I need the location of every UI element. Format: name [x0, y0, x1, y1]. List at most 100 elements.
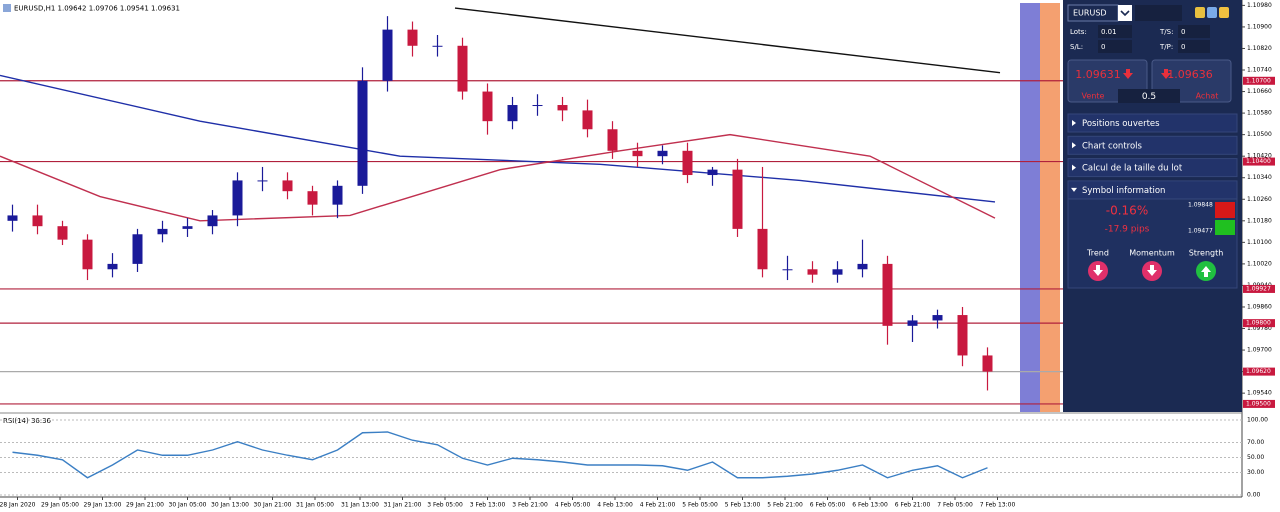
up-arrow [1201, 266, 1211, 277]
x-tick-label: 3 Feb 05:00 [427, 502, 463, 509]
daily-change: -0.16% [1106, 204, 1148, 218]
candle-body [632, 150, 643, 157]
candle-body [557, 105, 568, 111]
x-tick-label: 30 Jan 21:00 [254, 502, 292, 509]
daily-pips: -17.9 pips [1105, 225, 1150, 235]
y-tick-label: 1.09780 [1247, 325, 1272, 332]
x-tick-label: 5 Feb 21:00 [767, 502, 803, 509]
x-tick-label: 3 Feb 13:00 [470, 502, 506, 509]
indicator-label: Momentum [1129, 249, 1175, 258]
zone-band [1040, 3, 1060, 412]
x-tick-label: 3 Feb 21:00 [512, 502, 548, 509]
candle-body [657, 150, 668, 157]
x-tick-label: 5 Feb 13:00 [725, 502, 761, 509]
candle-body [57, 226, 68, 240]
symbol-dropdown[interactable] [1118, 5, 1132, 21]
section-header[interactable] [1067, 135, 1238, 155]
x-tick-label: 7 Feb 05:00 [937, 502, 973, 509]
y-tick-label: 1.09700 [1247, 347, 1272, 354]
x-tick-label: 30 Jan 13:00 [211, 502, 249, 509]
symbol-input[interactable] [1135, 5, 1182, 21]
lots-input[interactable] [1098, 25, 1132, 38]
sl-input[interactable] [1098, 40, 1132, 53]
candle-body [732, 169, 743, 229]
candle-body [232, 180, 243, 216]
section-caret [1072, 120, 1076, 126]
candle-body [457, 45, 468, 92]
candle-body [32, 215, 43, 227]
section-title: Symbol information [1082, 186, 1165, 196]
x-tick-label: 30 Jan 05:00 [169, 502, 207, 509]
x-tick-label: 28 Jan 2020 [0, 502, 36, 509]
candle-body [782, 269, 793, 271]
candle-body [482, 91, 493, 122]
icon-button[interactable] [1195, 7, 1205, 18]
x-tick-label: 29 Jan 21:00 [126, 502, 164, 509]
level-label-box [1243, 76, 1275, 85]
level-label-box [1243, 367, 1275, 376]
y-tick-label: 1.10180 [1247, 217, 1272, 224]
candle-body [932, 315, 943, 321]
sl-value: 0 [1101, 43, 1105, 51]
buy-arrow [1161, 69, 1171, 79]
down-arrow [1147, 265, 1157, 276]
icon-button[interactable] [1219, 7, 1229, 18]
y-tick-label: 1.10740 [1247, 67, 1272, 74]
symbol: EURUSD [1073, 9, 1107, 18]
section-header[interactable] [1067, 158, 1238, 178]
level-label: 1.10400 [1246, 158, 1271, 165]
candle-body [157, 228, 168, 235]
candle-body [532, 105, 543, 107]
candle-body [382, 29, 393, 81]
icon-button[interactable] [1207, 7, 1217, 18]
y-tick-label: 1.10020 [1247, 260, 1272, 267]
day-high: 1.09848 [1188, 202, 1213, 209]
sell-arrow [1123, 69, 1133, 79]
x-tick-label: 7 Feb 13:00 [980, 502, 1016, 509]
indicator-line [0, 133, 996, 222]
tp-input[interactable] [1178, 40, 1210, 53]
lots-value: 0.01 [1101, 28, 1117, 36]
y-tick-label: 1.10660 [1247, 88, 1272, 95]
section-title: Calcul de la taille du lot [1082, 164, 1183, 174]
x-tick-label: 6 Feb 21:00 [895, 502, 931, 509]
sell-price: 1.09631 [1075, 68, 1121, 81]
level-label-box [1243, 284, 1275, 293]
y-tick-label: 1.10100 [1247, 239, 1272, 246]
candle-body [307, 191, 318, 205]
x-tick-label: 31 Jan 21:00 [384, 502, 422, 509]
candle-body [182, 226, 193, 229]
x-tick-label: 6 Feb 05:00 [810, 502, 846, 509]
candle-body [82, 239, 93, 270]
x-tick-label: 4 Feb 13:00 [597, 502, 633, 509]
y-tick-label: 50.00 [1247, 454, 1264, 461]
y-tick-label: 1.10500 [1247, 131, 1272, 138]
candle-body [682, 150, 693, 176]
candle-body [332, 185, 343, 205]
section-header[interactable] [1067, 113, 1238, 133]
candle-body [282, 180, 293, 192]
x-tick-label: 6 Feb 13:00 [852, 502, 888, 509]
buy-label: Achat [1196, 92, 1219, 101]
indicator-line [454, 7, 1001, 74]
candle-body [207, 215, 218, 227]
candle-body [357, 80, 368, 186]
rsi-line [12, 431, 988, 479]
high-swatch [1215, 202, 1235, 218]
y-tick-label: 1.10420 [1247, 153, 1272, 160]
candle-body [7, 215, 18, 221]
y-tick-label: 1.10900 [1247, 23, 1272, 30]
level-label: 1.09927 [1246, 285, 1271, 292]
candle-body [882, 263, 893, 326]
y-tick-label: 30.00 [1247, 469, 1264, 476]
level-label: 1.09800 [1246, 320, 1271, 327]
ts-input[interactable] [1178, 25, 1210, 38]
level-label: 1.10700 [1246, 77, 1271, 84]
candle-body [807, 269, 818, 275]
symbol-icon [3, 4, 11, 12]
y-tick-label: 1.10260 [1247, 196, 1272, 203]
indicator-label: Trend [1086, 249, 1109, 258]
y-tick-label: 1.10820 [1247, 45, 1272, 52]
candle-body [757, 228, 768, 270]
x-tick-label: 4 Feb 21:00 [640, 502, 676, 509]
